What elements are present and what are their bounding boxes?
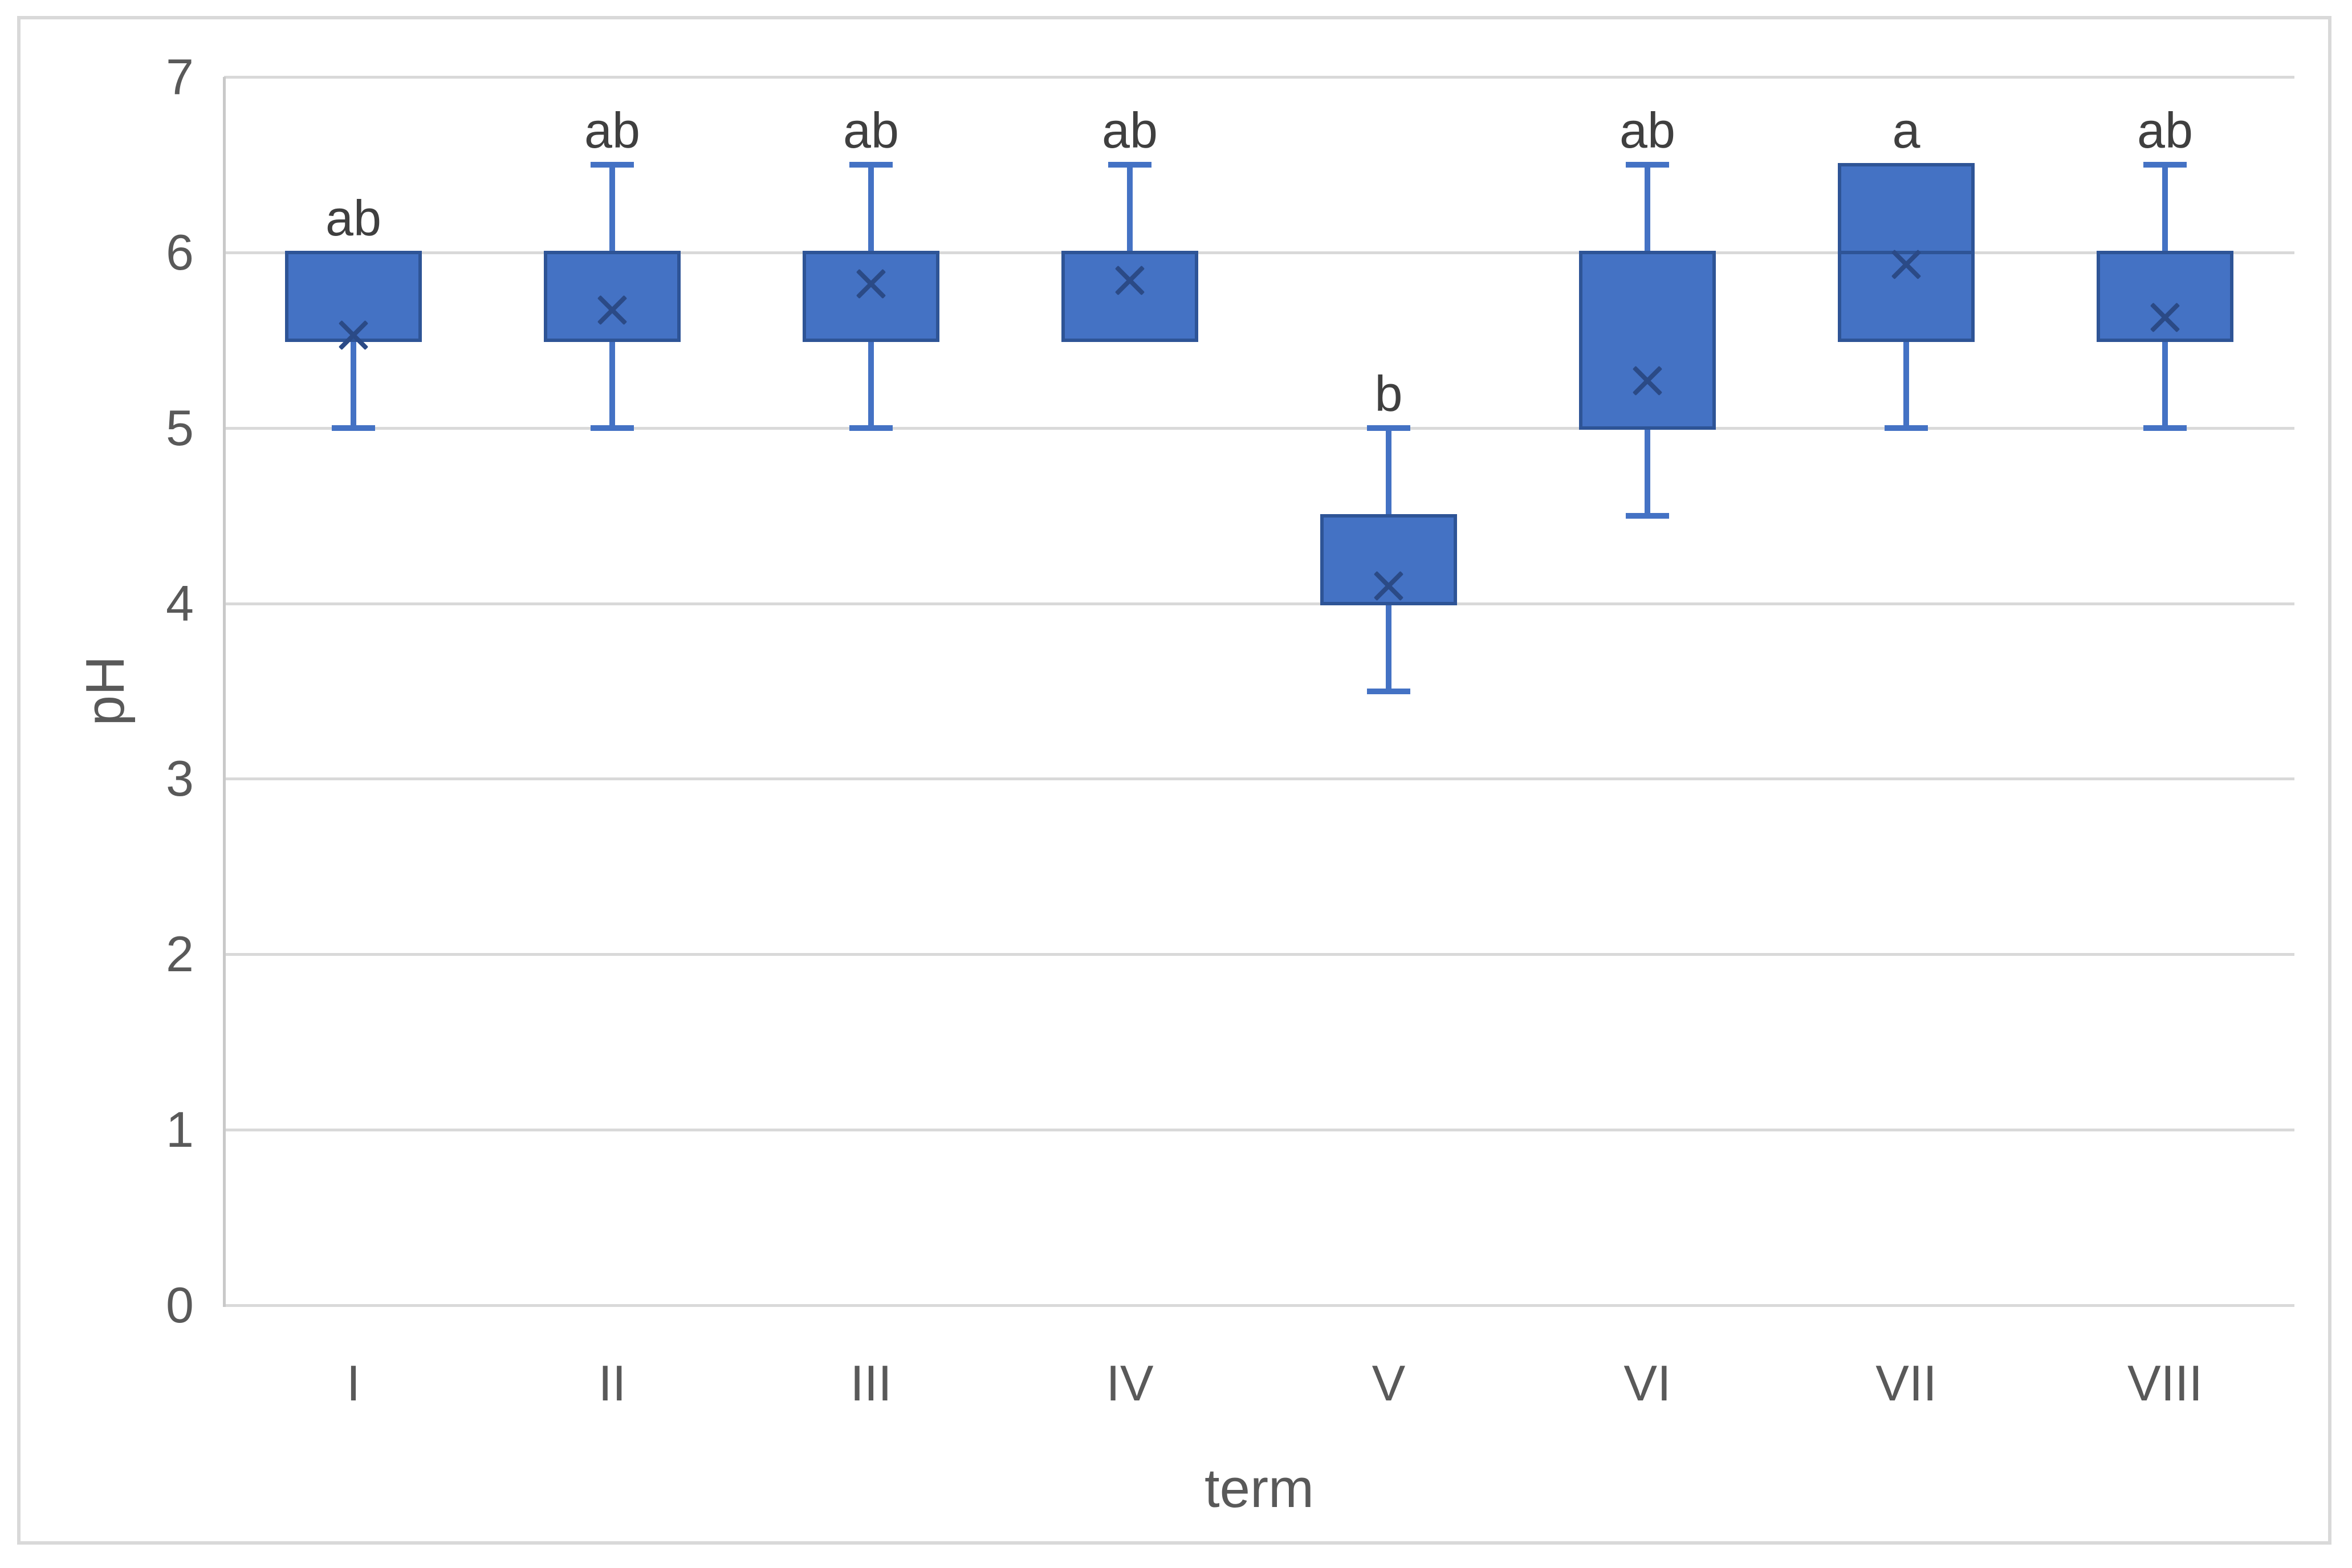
box-plot-box (1579, 250, 1716, 430)
significance-label: ab (325, 189, 381, 246)
upper-whisker-cap (1626, 161, 1669, 168)
lower-whisker (868, 340, 874, 428)
lower-whisker (2162, 340, 2168, 428)
y-gridline (224, 953, 2294, 956)
upper-whisker-cap (2143, 161, 2187, 168)
box-plot-box (2097, 250, 2233, 342)
upper-whisker (1645, 164, 1650, 252)
y-gridline (224, 251, 2294, 254)
mean-marker (1887, 246, 1925, 283)
box-plot-box (285, 250, 422, 342)
significance-label: ab (843, 101, 899, 158)
upper-whisker-cap (1367, 425, 1410, 431)
lower-whisker (1645, 427, 1650, 516)
y-tick-label: 3 (166, 750, 194, 807)
y-gridline (224, 602, 2294, 605)
x-category-label: V (1372, 1355, 1406, 1411)
lower-whisker-cap (1885, 425, 1928, 431)
lower-whisker (351, 340, 356, 428)
mean-marker (1629, 362, 1666, 400)
mean-marker (852, 265, 890, 303)
upper-whisker (2162, 164, 2168, 252)
significance-label: ab (584, 101, 640, 158)
y-tick-label: 1 (166, 1101, 194, 1158)
upper-whisker (868, 164, 874, 252)
upper-whisker (1386, 427, 1391, 516)
median-line (1838, 250, 1975, 254)
box-plot-box (544, 250, 681, 342)
y-tick-label: 6 (166, 223, 194, 280)
y-axis-line (223, 77, 226, 1307)
x-category-label: II (598, 1355, 626, 1411)
upper-whisker (609, 164, 615, 252)
y-gridline (224, 777, 2294, 781)
lower-whisker-cap (2143, 425, 2187, 431)
mean-marker (1111, 262, 1149, 299)
mean-marker (2146, 299, 2184, 336)
mean-marker (593, 291, 631, 329)
x-category-label: VIII (2127, 1355, 2203, 1411)
x-category-label: VII (1875, 1355, 1937, 1411)
lower-whisker-cap (1367, 688, 1410, 694)
lower-whisker-cap (1626, 512, 1669, 519)
y-tick-label: 5 (166, 399, 194, 456)
y-axis-title: pH (75, 655, 136, 726)
box-plot-box (1320, 514, 1457, 605)
y-tick-label: 7 (166, 48, 194, 105)
y-tick-label: 2 (166, 926, 194, 983)
y-gridline (224, 426, 2294, 430)
y-gridline (224, 1129, 2294, 1132)
x-category-label: I (346, 1355, 361, 1411)
lower-whisker (1386, 603, 1391, 691)
upper-whisker-cap (591, 161, 634, 168)
y-gridline (224, 76, 2294, 79)
significance-label: b (1374, 365, 1403, 422)
lower-whisker-cap (591, 425, 634, 431)
upper-whisker-cap (849, 161, 893, 168)
x-axis-title: term (1205, 1458, 1314, 1519)
lower-whisker-cap (332, 425, 375, 431)
y-tick-label: 0 (166, 1277, 194, 1333)
lower-whisker-cap (849, 425, 893, 431)
significance-label: ab (2137, 101, 2193, 158)
x-category-label: IV (1106, 1355, 1154, 1411)
significance-label: ab (1619, 101, 1675, 158)
upper-whisker-cap (1108, 161, 1151, 168)
box-plot-box (1061, 250, 1198, 342)
lower-whisker (1903, 340, 1909, 428)
significance-label: a (1892, 101, 1920, 158)
x-category-label: VI (1623, 1355, 1671, 1411)
upper-whisker (1127, 164, 1133, 252)
x-category-label: III (850, 1355, 892, 1411)
significance-label: ab (1102, 101, 1158, 158)
mean-marker (1370, 567, 1407, 605)
y-gridline (224, 1304, 2294, 1307)
mean-marker (335, 316, 372, 354)
y-tick-label: 4 (166, 575, 194, 632)
box-plot-box (803, 250, 939, 342)
lower-whisker (609, 340, 615, 428)
